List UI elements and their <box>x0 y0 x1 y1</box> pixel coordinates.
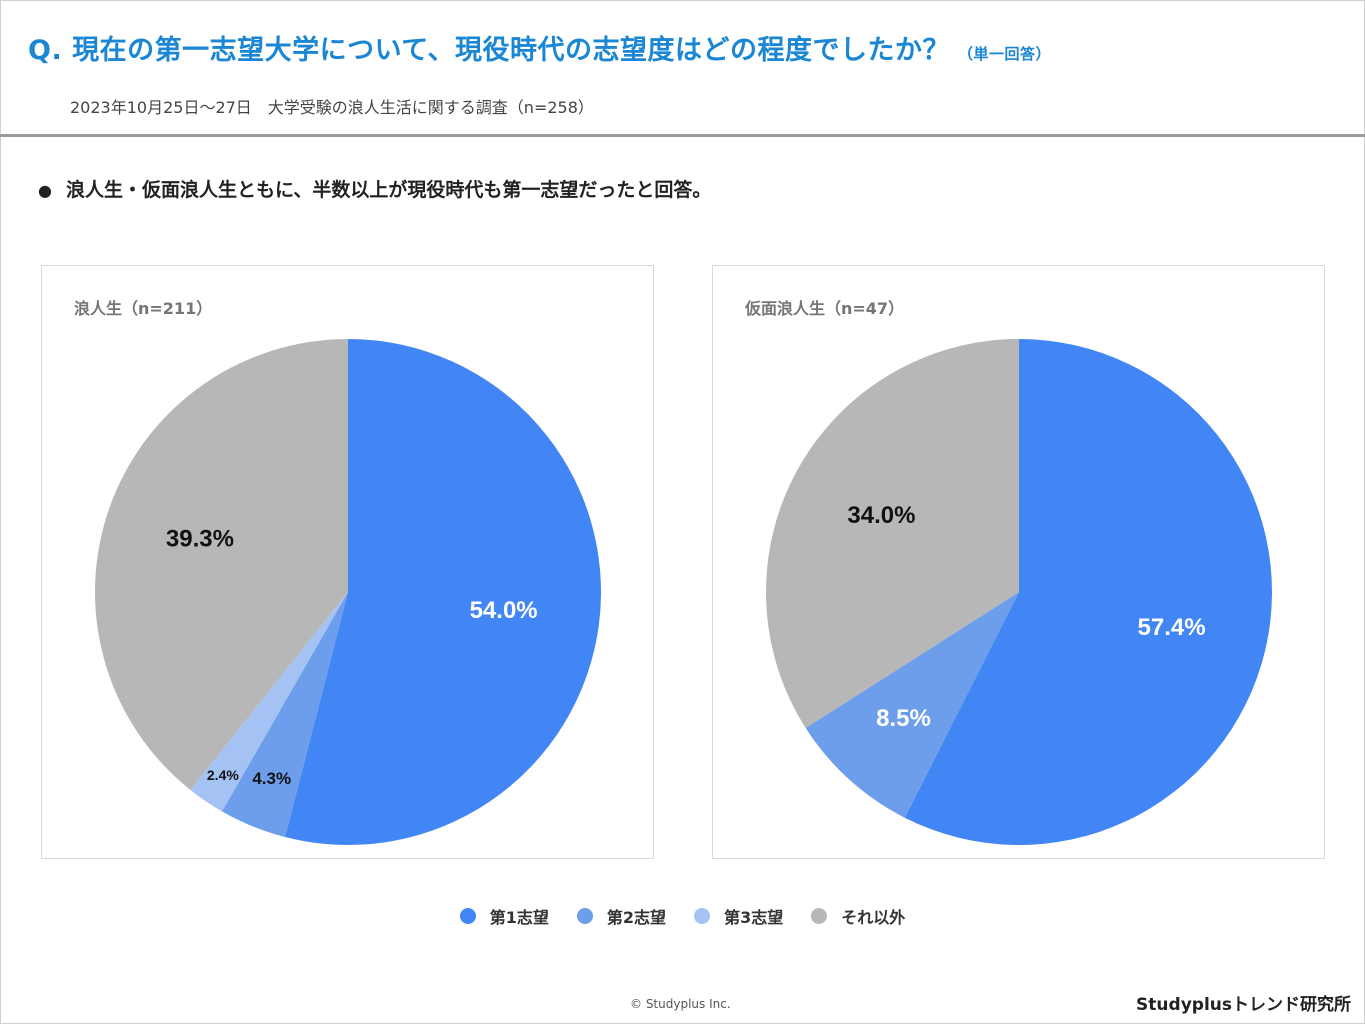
question-text: Q. 現在の第一志望大学について、現役時代の志望度はどの程度でしたか？ <box>28 35 950 66</box>
copyright-text: © Studyplus Inc. <box>630 997 731 1011</box>
data-label-first: 54.0% <box>470 597 538 624</box>
pie-slice-other <box>766 339 1019 729</box>
chart-legend: 第1志望 第2志望 第3志望 それ以外 <box>0 904 1365 928</box>
legend-item-third: 第3志望 <box>694 904 783 928</box>
summary-text: 浪人生・仮面浪人生ともに、半数以上が現役時代も第一志望だったと回答。 <box>66 179 712 201</box>
chart-panel-kamen-ronin: 仮面浪人生（n=47） 57.4% 8.5% 34.0% <box>712 265 1325 859</box>
legend-swatch-other <box>811 908 828 924</box>
legend-label-third: 第3志望 <box>724 908 784 927</box>
pie-slice-second <box>221 592 348 838</box>
survey-info: 2023年10月25日〜27日 大学受験の浪人生活に関する調査（n=258） <box>70 98 594 117</box>
header-divider <box>0 134 1365 137</box>
data-label-first: 57.4% <box>1138 614 1206 641</box>
pie-chart-ronin: 54.0% 4.3% 2.4% 39.3% <box>94 339 602 845</box>
bullet-icon: ● <box>38 181 52 200</box>
pie-slice-first <box>285 339 602 845</box>
pie-slice-other <box>94 339 348 790</box>
pie-chart-kamen-ronin: 57.4% 8.5% 34.0% <box>766 339 1272 845</box>
question-note: （単一回答） <box>957 45 1051 63</box>
data-label-second: 8.5% <box>876 705 931 732</box>
pie-slice-third <box>190 592 348 812</box>
legend-item-first: 第1志望 <box>459 904 549 928</box>
data-label-other: 34.0% <box>847 502 915 529</box>
data-label-third: 2.4% <box>207 767 239 783</box>
data-label-other: 39.3% <box>166 526 234 553</box>
legend-label-other: それ以外 <box>841 908 906 927</box>
legend-swatch-first <box>459 908 476 924</box>
summary-line: ● 浪人生・仮面浪人生ともに、半数以上が現役時代も第一志望だったと回答。 <box>38 175 711 202</box>
question-title: Q. 現在の第一志望大学について、現役時代の志望度はどの程度でしたか？ （単一回答… <box>28 28 1051 67</box>
legend-swatch-third <box>694 908 711 924</box>
pie-slice-first <box>904 339 1272 845</box>
chart-title-kamen-ronin: 仮面浪人生（n=47） <box>745 299 905 318</box>
legend-label-first: 第1志望 <box>489 908 549 927</box>
legend-item-other: それ以外 <box>811 904 905 928</box>
legend-swatch-second <box>576 908 593 924</box>
legend-label-second: 第2志望 <box>606 908 667 927</box>
brand-logo-text: Studyplusトレンド研究所 <box>1136 995 1351 1015</box>
chart-title-ronin: 浪人生（n=211） <box>74 299 213 318</box>
chart-panel-ronin: 浪人生（n=211） 54.0% 4.3% 2.4% 39.3% <box>41 265 654 859</box>
data-label-second: 4.3% <box>252 769 291 788</box>
pie-slice-second <box>805 592 1019 818</box>
legend-item-second: 第2志望 <box>576 904 667 928</box>
